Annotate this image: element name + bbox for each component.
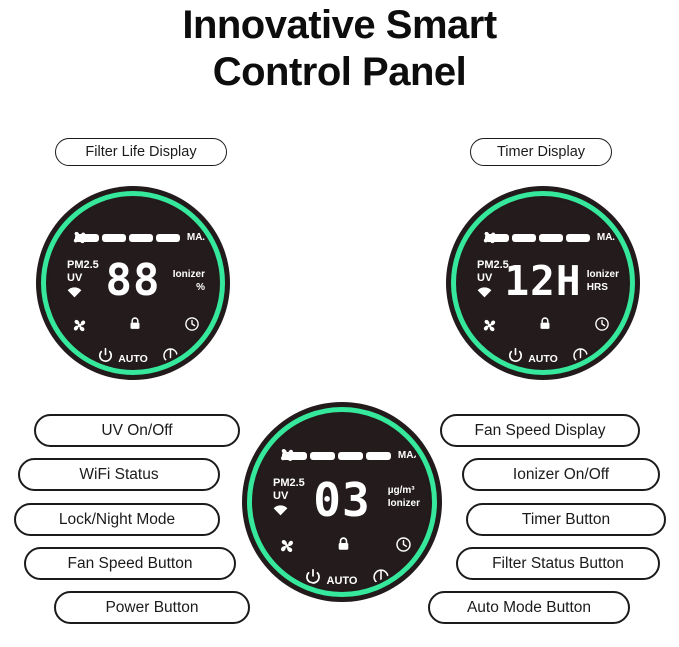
callout-label: Ionizer On/Off: [512, 465, 610, 483]
segment: [365, 451, 391, 460]
uv-label: UV: [477, 272, 493, 285]
fan-speed-segment-bar: MAX: [255, 450, 429, 461]
pm25-label: PM2.5: [477, 259, 509, 271]
fan-speed-button-icon[interactable]: [71, 317, 88, 334]
lock-icon[interactable]: [336, 536, 351, 553]
pm25-label: PM2.5: [273, 477, 305, 489]
max-label: MAX: [186, 232, 210, 243]
timer-clock-icon[interactable]: [395, 536, 412, 553]
panel-face: MAX PM2.5 UV 03 µg/m³ Ionizer: [255, 415, 429, 589]
status-left-stack: PM2.5 UV: [477, 259, 509, 302]
fan-speed-segment-bar: MAX: [49, 232, 217, 243]
segment: [565, 233, 590, 242]
callout-auto-mode-button: Auto Mode Button: [428, 591, 630, 624]
callout-label: Filter Life Display: [85, 144, 197, 160]
status-right-stack: Ionizer HRS: [587, 269, 619, 294]
pm25-label: PM2.5: [67, 259, 99, 271]
callout-label: WiFi Status: [79, 465, 159, 483]
callout-ionizer-on-off: Ionizer On/Off: [462, 458, 660, 491]
callout-filter-status-button: Filter Status Button: [456, 547, 660, 580]
segment: [128, 233, 153, 242]
ionizer-icon[interactable]: [162, 347, 179, 364]
callout-label: UV On/Off: [101, 421, 173, 439]
callout-label: Fan Speed Button: [67, 554, 193, 572]
callout-wifi-status: WiFi Status: [18, 458, 220, 491]
wifi-icon: [273, 504, 288, 520]
timer-clock-icon[interactable]: [184, 316, 200, 332]
callout-label: Fan Speed Display: [474, 421, 606, 439]
page-title-line-2: Control Panel: [212, 50, 467, 94]
power-icon[interactable]: [97, 347, 114, 364]
callout-power-button: Power Button: [54, 591, 250, 624]
fan-speed-button-icon[interactable]: [278, 537, 296, 555]
segment: [155, 233, 180, 242]
lock-icon[interactable]: [538, 316, 552, 332]
panel-face: MAX PM2.5 UV 88 Ionizer %: [49, 199, 217, 367]
callout-label: Timer Button: [521, 510, 611, 528]
page-title: Innovative Smart Control Panel: [0, 0, 679, 96]
segment: [74, 233, 99, 242]
segment: [511, 233, 536, 242]
callout-label: Auto Mode Button: [466, 598, 592, 616]
max-label: MAX: [397, 450, 421, 461]
callout-fan-speed-button: Fan Speed Button: [24, 547, 236, 580]
unit-label: %: [196, 281, 205, 293]
ionizer-icon[interactable]: [572, 347, 589, 364]
fan-speed-button-icon[interactable]: [481, 317, 498, 334]
ionizer-label: Ionizer: [387, 497, 420, 509]
ionizer-label: Ionizer: [586, 269, 619, 280]
auto-mode-label[interactable]: AUTO: [528, 353, 558, 365]
page-title-line-1: Innovative Smart: [182, 3, 497, 47]
main-display-value: 03: [313, 473, 371, 527]
callout-timer-display: Timer Display: [470, 138, 612, 166]
segment: [337, 451, 363, 460]
wifi-icon: [67, 286, 82, 302]
air-quality-panel[interactable]: MAX PM2.5 UV 03 µg/m³ Ionizer: [242, 402, 442, 602]
segment: [281, 451, 307, 460]
callout-label: Power Button: [105, 598, 199, 616]
callout-fan-speed-display: Fan Speed Display: [440, 414, 640, 447]
main-display-value: 88: [105, 255, 161, 306]
callout-timer-button: Timer Button: [466, 503, 666, 536]
segment: [484, 233, 509, 242]
lock-icon[interactable]: [128, 316, 142, 332]
status-left-stack: PM2.5 UV: [273, 477, 305, 520]
status-left-stack: PM2.5 UV: [67, 259, 99, 302]
wifi-icon: [477, 286, 492, 302]
segment: [101, 233, 126, 242]
status-right-stack: Ionizer %: [173, 269, 205, 294]
unit-label: µg/m³: [387, 485, 415, 496]
unit-label: HRS: [586, 281, 608, 293]
filter-life-panel[interactable]: MAX PM2.5 UV 88 Ionizer %: [36, 186, 230, 380]
callout-uv-on-off: UV On/Off: [34, 414, 240, 447]
segment: [309, 451, 335, 460]
status-right-stack: µg/m³ Ionizer: [388, 485, 420, 510]
callout-label: Lock/Night Mode: [58, 510, 176, 528]
power-icon[interactable]: [304, 568, 322, 586]
callout-label: Timer Display: [496, 144, 586, 160]
uv-label: UV: [67, 272, 83, 285]
max-label: MAX: [596, 232, 620, 243]
main-display-value: 12H: [504, 257, 582, 305]
ionizer-label: Ionizer: [172, 269, 205, 280]
segment: [538, 233, 563, 242]
auto-mode-label[interactable]: AUTO: [118, 353, 148, 365]
fan-speed-segment-bar: MAX: [459, 232, 627, 243]
timer-panel[interactable]: MAX PM2.5 UV 12H Ionizer HRS: [446, 186, 640, 380]
callout-lock-night-mode: Lock/Night Mode: [14, 503, 220, 536]
ionizer-icon[interactable]: [372, 568, 390, 586]
auto-mode-label[interactable]: AUTO: [326, 575, 358, 587]
uv-label: UV: [273, 490, 289, 503]
callout-filter-life-display: Filter Life Display: [55, 138, 227, 166]
callout-label: Filter Status Button: [492, 554, 624, 572]
power-icon[interactable]: [507, 347, 524, 364]
timer-clock-icon[interactable]: [594, 316, 610, 332]
panel-face: MAX PM2.5 UV 12H Ionizer HRS: [459, 199, 627, 367]
